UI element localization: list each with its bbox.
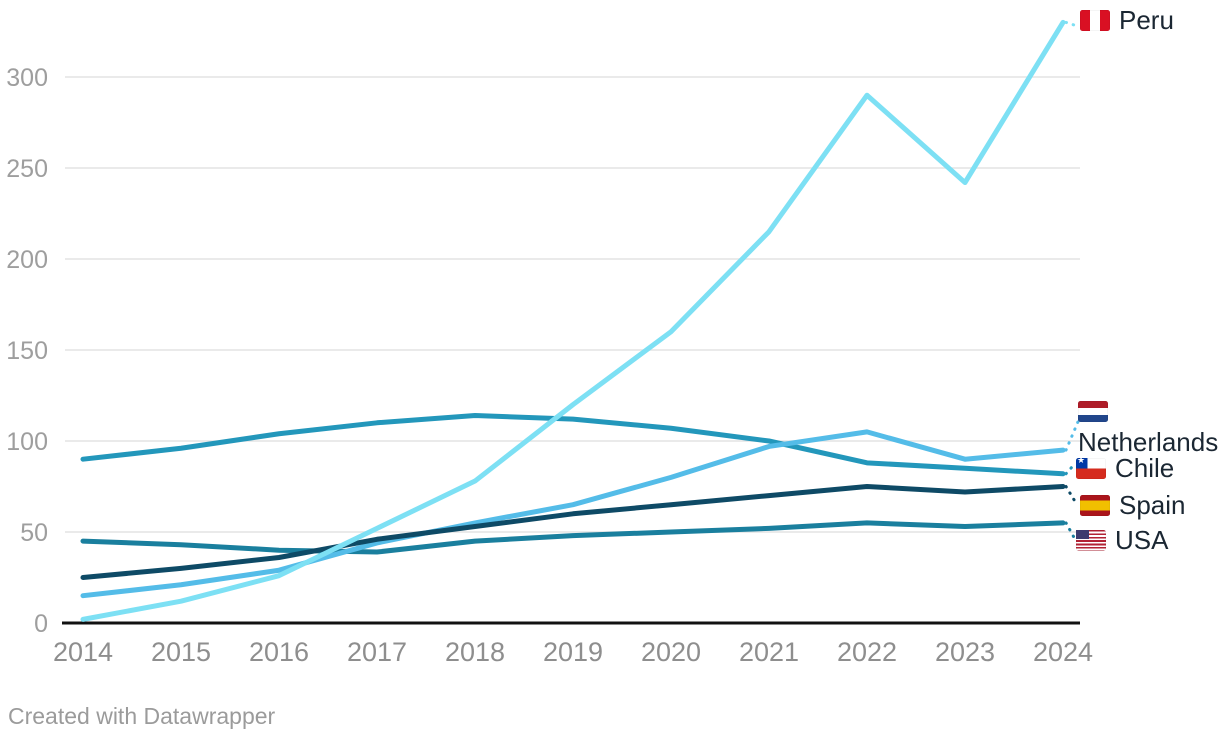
series-label-text: USA (1115, 525, 1169, 555)
y-tick-label: 300 (6, 64, 48, 92)
line-chile[interactable] (80, 413, 1066, 477)
peru-flag-icon (1080, 9, 1110, 31)
x-tick-label: 2024 (1033, 637, 1093, 667)
series-label-peru: Peru (1080, 6, 1174, 35)
chile-flag-icon (1076, 456, 1106, 479)
series-label-text: Peru (1119, 5, 1174, 35)
x-tick-label: 2015 (151, 637, 211, 667)
x-tick-label: 2017 (347, 637, 407, 667)
y-tick-label: 250 (6, 155, 48, 183)
series-label-text: Chile (1115, 453, 1175, 483)
x-tick-label: 2022 (837, 637, 897, 667)
label-leader-chile (1064, 465, 1074, 476)
series-label-usa: USA (1076, 526, 1168, 555)
line-chart-canvas: 0 50 100 150 200 250 300 2014 2015 2016 2017 2018 20… (6, 19, 1093, 667)
line-netherlands[interactable] (80, 429, 1066, 599)
netherlands-flag-icon (1078, 401, 1108, 422)
label-leader-spain (1064, 485, 1078, 505)
x-tick-label: 2023 (935, 637, 995, 667)
x-tick-label: 2019 (543, 637, 603, 667)
y-tick-label: 100 (6, 428, 48, 456)
x-tick-label: 2021 (739, 637, 799, 667)
spain-flag-icon (1080, 494, 1110, 516)
series-label-text: Spain (1119, 490, 1186, 520)
label-leader-netherlands (1064, 415, 1082, 452)
x-tick-label: 2016 (249, 637, 309, 667)
line-usa[interactable] (80, 520, 1066, 555)
series-label-netherlands: Netherlands (1078, 401, 1218, 457)
y-tick-label: 50 (20, 519, 48, 547)
usa-flag-icon (1076, 529, 1106, 551)
x-tick-label: 2018 (445, 637, 505, 667)
series-label-text: Netherlands (1078, 427, 1219, 457)
series-label-spain: Spain (1080, 491, 1186, 520)
line-spain[interactable] (80, 484, 1066, 580)
x-tick-label: 2014 (53, 637, 113, 667)
datawrapper-credit-link[interactable]: Created with Datawrapper (8, 703, 276, 729)
y-tick-label: 0 (34, 610, 48, 638)
x-tick-label: 2020 (641, 637, 701, 667)
series-label-chile: Chile (1076, 454, 1174, 483)
label-leader-peru (1064, 20, 1076, 27)
y-tick-label: 200 (6, 246, 48, 274)
y-tick-label: 150 (6, 337, 48, 365)
line-peru[interactable] (80, 19, 1066, 622)
